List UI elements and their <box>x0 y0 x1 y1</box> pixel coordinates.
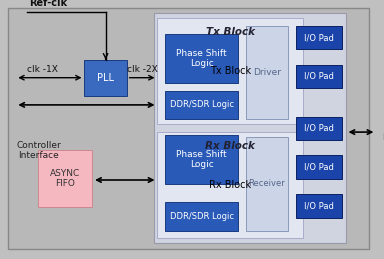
Bar <box>157 132 303 238</box>
Bar <box>157 18 303 124</box>
Bar <box>154 13 346 243</box>
Text: Ref-clk: Ref-clk <box>29 0 67 8</box>
Bar <box>246 26 288 119</box>
Text: Tx Block: Tx Block <box>210 66 251 76</box>
Text: PLL: PLL <box>97 73 114 83</box>
Bar <box>38 150 92 207</box>
Text: Rx Block: Rx Block <box>205 141 255 151</box>
Text: Rx Block: Rx Block <box>209 180 252 190</box>
Bar <box>296 26 342 49</box>
Text: Receiver: Receiver <box>248 179 285 188</box>
Bar <box>84 60 127 96</box>
Bar <box>165 91 238 119</box>
Bar <box>296 194 342 218</box>
Text: I/O Pad: I/O Pad <box>304 163 334 171</box>
Text: clk -2X: clk -2X <box>127 65 157 74</box>
Text: Driver: Driver <box>253 68 281 77</box>
Bar <box>165 34 238 83</box>
Text: Phase Shift
Logic: Phase Shift Logic <box>176 150 227 169</box>
Text: DDR/SDR Logic: DDR/SDR Logic <box>170 212 233 221</box>
Bar <box>296 155 342 179</box>
Text: ASYNC
FIFO: ASYNC FIFO <box>50 169 80 188</box>
Text: I/O Pad: I/O Pad <box>304 33 334 42</box>
Text: Controller
Interface: Controller Interface <box>16 141 61 160</box>
Text: DDR/SDR Logic: DDR/SDR Logic <box>170 100 233 109</box>
Text: Flash
Interface: Flash Interface <box>382 123 384 142</box>
Text: I/O Pad: I/O Pad <box>304 202 334 210</box>
Bar <box>296 117 342 140</box>
Text: I/O Pad: I/O Pad <box>304 72 334 81</box>
Bar <box>296 65 342 88</box>
Text: Phase Shift
Logic: Phase Shift Logic <box>176 49 227 68</box>
Bar <box>165 135 238 184</box>
Text: I/O Pad: I/O Pad <box>304 124 334 133</box>
Text: clk -1X: clk -1X <box>27 65 58 74</box>
Bar <box>165 202 238 231</box>
Text: Tx Block: Tx Block <box>206 27 255 37</box>
Bar <box>246 137 288 231</box>
